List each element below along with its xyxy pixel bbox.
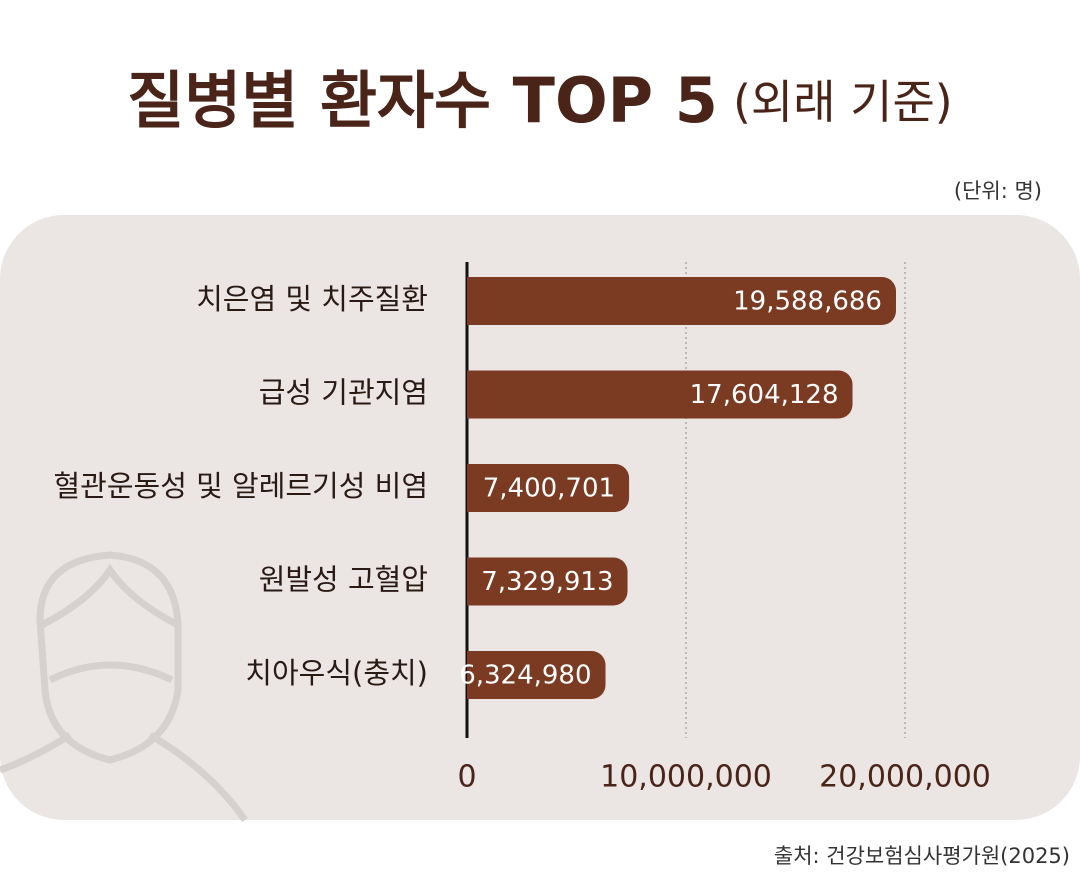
- title: 질병별 환자수 TOP 5: [127, 64, 718, 137]
- bar: [467, 277, 896, 325]
- x-tick-label: 10,000,000: [600, 760, 772, 795]
- y-tick-label: 치은염 및 치주질환: [196, 282, 428, 316]
- panel: [0, 215, 1080, 820]
- subtitle: (외래 기준): [733, 75, 953, 129]
- x-tick-label: 20,000,000: [819, 760, 991, 795]
- y-tick-label: 원발성 고혈압: [259, 563, 428, 597]
- y-tick-label: 혈관운동성 및 알레르기성 비염: [54, 469, 429, 503]
- source: 출처: 건강보험심사평가원(2025): [774, 844, 1070, 868]
- bar: [467, 464, 630, 512]
- value-label: 19,588,686: [733, 287, 882, 317]
- value-label: 6,324,980: [459, 661, 591, 691]
- bar: [467, 370, 853, 419]
- bar: [467, 651, 606, 699]
- person-icon: [0, 551, 248, 823]
- y-tick-label: 치아우식(충치): [245, 656, 428, 690]
- chart-title: 질병별 환자수 TOP 5 (외래 기준): [127, 64, 952, 137]
- value-label: 17,604,128: [690, 380, 839, 410]
- y-tick-label: 급성 기관지염: [259, 376, 428, 410]
- value-label: 7,400,701: [483, 474, 615, 504]
- x-tick-label: 0: [457, 760, 476, 795]
- value-label: 7,329,913: [481, 567, 613, 597]
- unit: (단위: 명): [954, 179, 1042, 203]
- bar: [467, 557, 628, 606]
